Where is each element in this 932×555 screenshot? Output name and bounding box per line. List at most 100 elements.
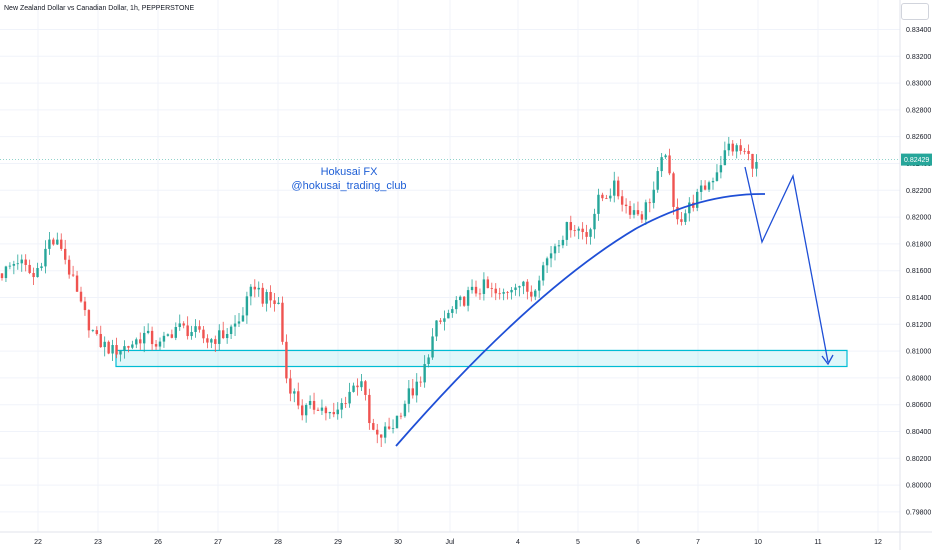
candle — [490, 282, 493, 298]
x-tick-label: 5 — [576, 539, 580, 546]
grid — [0, 0, 900, 532]
candle-body — [581, 228, 584, 233]
candle — [368, 388, 371, 430]
candle-body — [285, 341, 288, 379]
candle — [605, 194, 608, 200]
candle-body — [162, 335, 166, 342]
candle — [692, 194, 695, 212]
candle-body — [415, 381, 418, 396]
candle — [253, 279, 256, 298]
candle-body — [660, 157, 663, 172]
candle — [20, 254, 23, 272]
candle-body — [107, 341, 110, 354]
candle — [620, 190, 624, 212]
candle-body — [229, 326, 233, 335]
candle-body — [316, 409, 320, 411]
candle — [455, 296, 458, 314]
candle — [210, 337, 213, 349]
candle-body — [174, 327, 177, 338]
candle-body — [391, 428, 395, 430]
y-tick-label: 0.80600 — [906, 402, 931, 409]
candle — [561, 235, 565, 249]
candle — [613, 171, 616, 203]
candle-body — [506, 292, 509, 293]
candle — [308, 395, 312, 409]
candle-body — [344, 403, 347, 404]
last-price-label: 0.82429 — [904, 157, 929, 164]
candle-body — [530, 291, 533, 297]
candle — [60, 233, 63, 251]
candle — [751, 153, 754, 178]
candle-body — [301, 405, 304, 416]
candle-body — [273, 300, 276, 304]
candle — [364, 379, 367, 401]
candle — [486, 276, 490, 289]
candle-body — [561, 239, 565, 246]
candle — [593, 208, 596, 239]
candle — [573, 224, 576, 237]
candle — [739, 139, 742, 155]
candle-body — [257, 287, 260, 290]
candle-body — [624, 204, 628, 207]
candle — [427, 354, 430, 368]
candle-body — [672, 173, 675, 207]
candle — [723, 141, 727, 166]
candle-body — [739, 145, 742, 151]
x-tick-label: 26 — [154, 539, 162, 546]
candle-body — [328, 412, 332, 414]
last-price-tag — [901, 153, 932, 166]
candle-body — [435, 320, 438, 337]
candle — [289, 369, 292, 402]
y-tick-label: 0.82600 — [906, 134, 931, 141]
candle-body — [688, 202, 691, 214]
chart-settings-button[interactable] — [901, 3, 929, 20]
candle-body — [40, 266, 43, 269]
candle — [672, 171, 675, 215]
candle — [8, 262, 12, 270]
candle — [530, 285, 533, 302]
candle — [198, 320, 201, 333]
candle — [154, 339, 158, 350]
candle — [52, 237, 55, 246]
candle-body — [703, 185, 707, 190]
candle-body — [403, 403, 407, 417]
candle-body — [64, 248, 67, 260]
candle-body — [166, 334, 170, 336]
y-tick-label: 0.82200 — [906, 188, 931, 195]
candle-body — [648, 202, 651, 204]
candle-body — [281, 302, 284, 342]
candle-body — [289, 378, 292, 394]
candle — [597, 188, 600, 221]
x-tick-label: 23 — [94, 539, 102, 546]
candle-body — [502, 292, 505, 294]
candle — [265, 289, 268, 312]
candle — [577, 226, 580, 240]
candle — [711, 177, 715, 190]
candle — [644, 199, 648, 225]
candle — [609, 188, 612, 202]
candle — [316, 407, 320, 411]
candle-body — [253, 286, 256, 290]
candle-body — [711, 180, 715, 183]
candle — [391, 419, 395, 434]
candle — [522, 280, 525, 295]
candle-body — [747, 150, 750, 154]
candle-body — [44, 248, 47, 267]
candle — [301, 399, 304, 421]
candle — [380, 434, 383, 448]
candle — [99, 325, 102, 348]
candle-body — [707, 182, 711, 190]
candle-body — [526, 281, 529, 292]
candle-body — [478, 293, 482, 295]
candle — [640, 210, 644, 223]
candle-body — [490, 288, 493, 289]
candle-body — [218, 330, 221, 344]
candle-body — [71, 274, 75, 276]
candle — [399, 412, 403, 420]
candle — [245, 291, 249, 324]
candle — [103, 336, 106, 357]
candle-body — [534, 290, 537, 297]
candle — [403, 400, 407, 418]
x-tick-label: Jul — [446, 539, 455, 546]
candle-body — [609, 195, 612, 199]
